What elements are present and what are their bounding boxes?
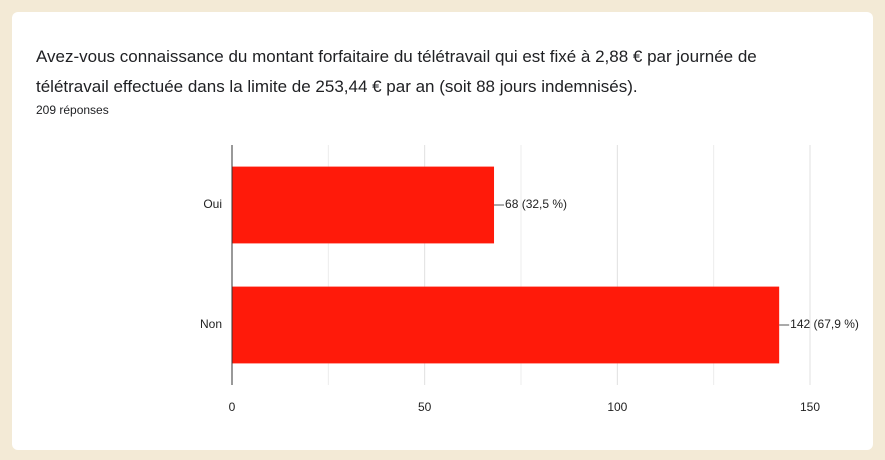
card: Avez-vous connaissance du montant forfai…: [12, 12, 873, 450]
x-tick-label: 150: [800, 400, 820, 414]
title-line: télétravail effectuée dans la limite de …: [36, 77, 638, 96]
x-tick-label: 0: [229, 400, 236, 414]
y-tick-label: Non: [200, 317, 222, 331]
title-line: Avez-vous connaissance du montant forfai…: [36, 47, 757, 66]
x-tick-label: 100: [607, 400, 627, 414]
bar: [232, 166, 495, 244]
bar: [232, 286, 780, 364]
response-count: 209 réponses: [36, 103, 109, 117]
x-tick-label: 50: [418, 400, 432, 414]
value-label: 142 (67,9 %): [790, 317, 859, 331]
value-label: 68 (32,5 %): [505, 197, 567, 211]
y-tick-label: Oui: [203, 197, 222, 211]
question-title: Avez-vous connaissance du montant forfai…: [36, 42, 757, 102]
